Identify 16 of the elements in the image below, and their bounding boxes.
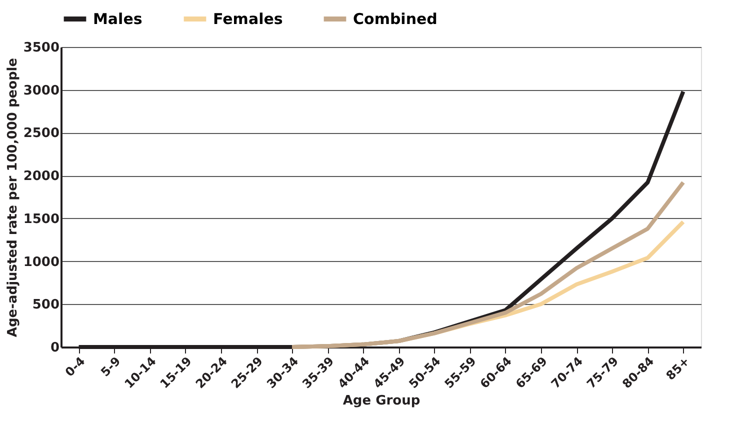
x-tick-label: 5-9 — [98, 354, 124, 380]
y-tick-label: 0 — [50, 340, 60, 356]
legend-label: Females — [213, 10, 283, 28]
legend-label: Males — [93, 10, 142, 28]
legend-label: Combined — [353, 10, 438, 28]
y-tick-label: 3500 — [23, 40, 60, 56]
y-tick-label: 2000 — [23, 169, 60, 184]
y-tick-label: 1500 — [23, 212, 60, 227]
y-tick-label: 500 — [32, 298, 60, 313]
y-tick-label: 1000 — [23, 254, 60, 270]
x-tick-label: 85+ — [663, 354, 692, 383]
x-axis-title: Age Group — [342, 393, 420, 408]
x-tick-label: 0-4 — [62, 354, 88, 380]
y-tick-label: 2500 — [23, 126, 60, 142]
y-tick-label: 3000 — [23, 83, 60, 98]
y-axis-title: Age-adjusted rate per 100,000 people — [5, 58, 20, 338]
